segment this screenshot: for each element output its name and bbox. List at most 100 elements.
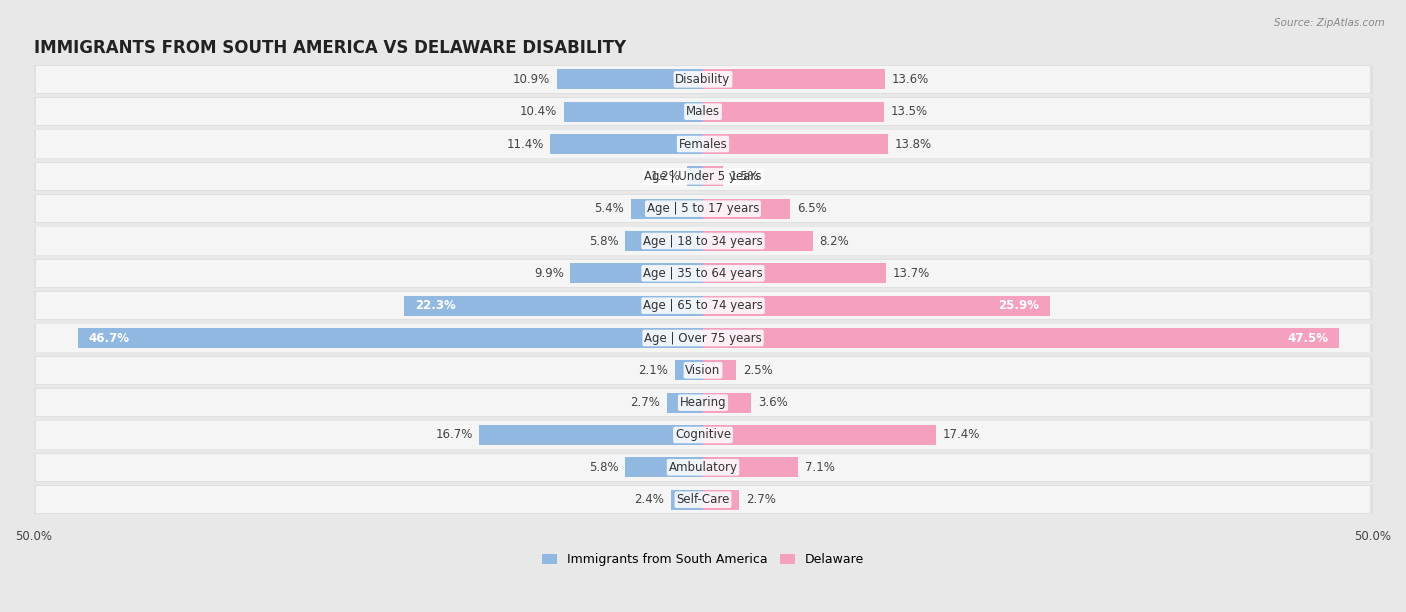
Text: 2.1%: 2.1% xyxy=(638,364,668,377)
Text: 2.4%: 2.4% xyxy=(634,493,664,506)
Text: Source: ZipAtlas.com: Source: ZipAtlas.com xyxy=(1274,18,1385,28)
Text: 17.4%: 17.4% xyxy=(942,428,980,441)
Bar xyxy=(703,102,884,122)
Text: 13.8%: 13.8% xyxy=(894,138,932,151)
Text: Females: Females xyxy=(679,138,727,151)
Bar xyxy=(37,98,1369,125)
Text: 5.4%: 5.4% xyxy=(595,202,624,215)
Bar xyxy=(37,228,1369,255)
Text: 7.1%: 7.1% xyxy=(804,461,835,474)
Bar xyxy=(703,166,723,187)
Bar xyxy=(557,69,703,89)
Bar xyxy=(34,130,1372,159)
Text: 9.9%: 9.9% xyxy=(534,267,564,280)
Text: 46.7%: 46.7% xyxy=(89,332,129,345)
Text: 1.2%: 1.2% xyxy=(651,170,681,183)
Text: Hearing: Hearing xyxy=(679,396,727,409)
Bar xyxy=(34,485,1372,514)
Bar xyxy=(703,457,799,477)
Bar xyxy=(37,389,1369,416)
Bar xyxy=(34,324,1372,353)
Text: Age | Over 75 years: Age | Over 75 years xyxy=(644,332,762,345)
Bar xyxy=(34,421,1372,449)
Bar xyxy=(675,360,703,380)
Text: Age | 65 to 74 years: Age | 65 to 74 years xyxy=(643,299,763,312)
Text: 3.6%: 3.6% xyxy=(758,396,787,409)
Bar xyxy=(703,69,886,89)
Text: 13.5%: 13.5% xyxy=(890,105,928,118)
Text: 2.7%: 2.7% xyxy=(745,493,776,506)
Bar xyxy=(77,328,703,348)
Text: IMMIGRANTS FROM SOUTH AMERICA VS DELAWARE DISABILITY: IMMIGRANTS FROM SOUTH AMERICA VS DELAWAR… xyxy=(34,40,626,58)
Text: 22.3%: 22.3% xyxy=(415,299,456,312)
Bar xyxy=(703,231,813,251)
Bar xyxy=(550,134,703,154)
Text: 13.6%: 13.6% xyxy=(891,73,929,86)
Bar xyxy=(671,490,703,510)
Bar xyxy=(703,328,1339,348)
Bar xyxy=(34,356,1372,384)
Bar xyxy=(688,166,703,187)
Text: 10.9%: 10.9% xyxy=(513,73,550,86)
Text: 16.7%: 16.7% xyxy=(436,428,472,441)
Bar xyxy=(37,259,1369,287)
Bar xyxy=(37,324,1369,351)
Bar xyxy=(405,296,703,316)
Bar xyxy=(34,195,1372,223)
Bar xyxy=(34,291,1372,320)
Bar xyxy=(479,425,703,445)
Bar xyxy=(34,65,1372,94)
Bar xyxy=(34,453,1372,482)
Bar xyxy=(626,231,703,251)
Text: 10.4%: 10.4% xyxy=(520,105,557,118)
Text: 6.5%: 6.5% xyxy=(797,202,827,215)
Text: 8.2%: 8.2% xyxy=(820,234,849,247)
Bar xyxy=(34,389,1372,417)
Text: 5.8%: 5.8% xyxy=(589,234,619,247)
Bar xyxy=(37,130,1369,157)
Bar xyxy=(666,393,703,412)
Bar xyxy=(37,453,1369,481)
Bar xyxy=(703,393,751,412)
Bar xyxy=(37,422,1369,449)
Text: 2.7%: 2.7% xyxy=(630,396,661,409)
Bar xyxy=(34,162,1372,190)
Bar xyxy=(703,199,790,218)
Bar xyxy=(564,102,703,122)
Text: Age | 18 to 34 years: Age | 18 to 34 years xyxy=(643,234,763,247)
Text: Age | 5 to 17 years: Age | 5 to 17 years xyxy=(647,202,759,215)
Bar xyxy=(37,195,1369,222)
Text: Disability: Disability xyxy=(675,73,731,86)
Text: Cognitive: Cognitive xyxy=(675,428,731,441)
Bar xyxy=(703,360,737,380)
Text: 25.9%: 25.9% xyxy=(998,299,1039,312)
Bar xyxy=(37,65,1369,93)
Bar xyxy=(34,259,1372,288)
Bar xyxy=(703,134,887,154)
Bar xyxy=(34,97,1372,126)
Text: Vision: Vision xyxy=(685,364,721,377)
Bar xyxy=(626,457,703,477)
Text: 47.5%: 47.5% xyxy=(1288,332,1329,345)
Text: 2.5%: 2.5% xyxy=(744,364,773,377)
Bar xyxy=(703,490,740,510)
Text: Age | 35 to 64 years: Age | 35 to 64 years xyxy=(643,267,763,280)
Bar xyxy=(37,357,1369,384)
Legend: Immigrants from South America, Delaware: Immigrants from South America, Delaware xyxy=(541,553,865,567)
Text: 13.7%: 13.7% xyxy=(893,267,931,280)
Bar xyxy=(703,263,886,283)
Bar xyxy=(37,292,1369,319)
Text: 5.8%: 5.8% xyxy=(589,461,619,474)
Text: 11.4%: 11.4% xyxy=(506,138,544,151)
Text: Age | Under 5 years: Age | Under 5 years xyxy=(644,170,762,183)
Text: Self-Care: Self-Care xyxy=(676,493,730,506)
Bar xyxy=(571,263,703,283)
Bar xyxy=(37,486,1369,513)
Bar xyxy=(703,296,1050,316)
Bar xyxy=(34,227,1372,255)
Bar xyxy=(37,163,1369,190)
Text: Males: Males xyxy=(686,105,720,118)
Text: 1.5%: 1.5% xyxy=(730,170,759,183)
Bar xyxy=(703,425,936,445)
Bar xyxy=(631,199,703,218)
